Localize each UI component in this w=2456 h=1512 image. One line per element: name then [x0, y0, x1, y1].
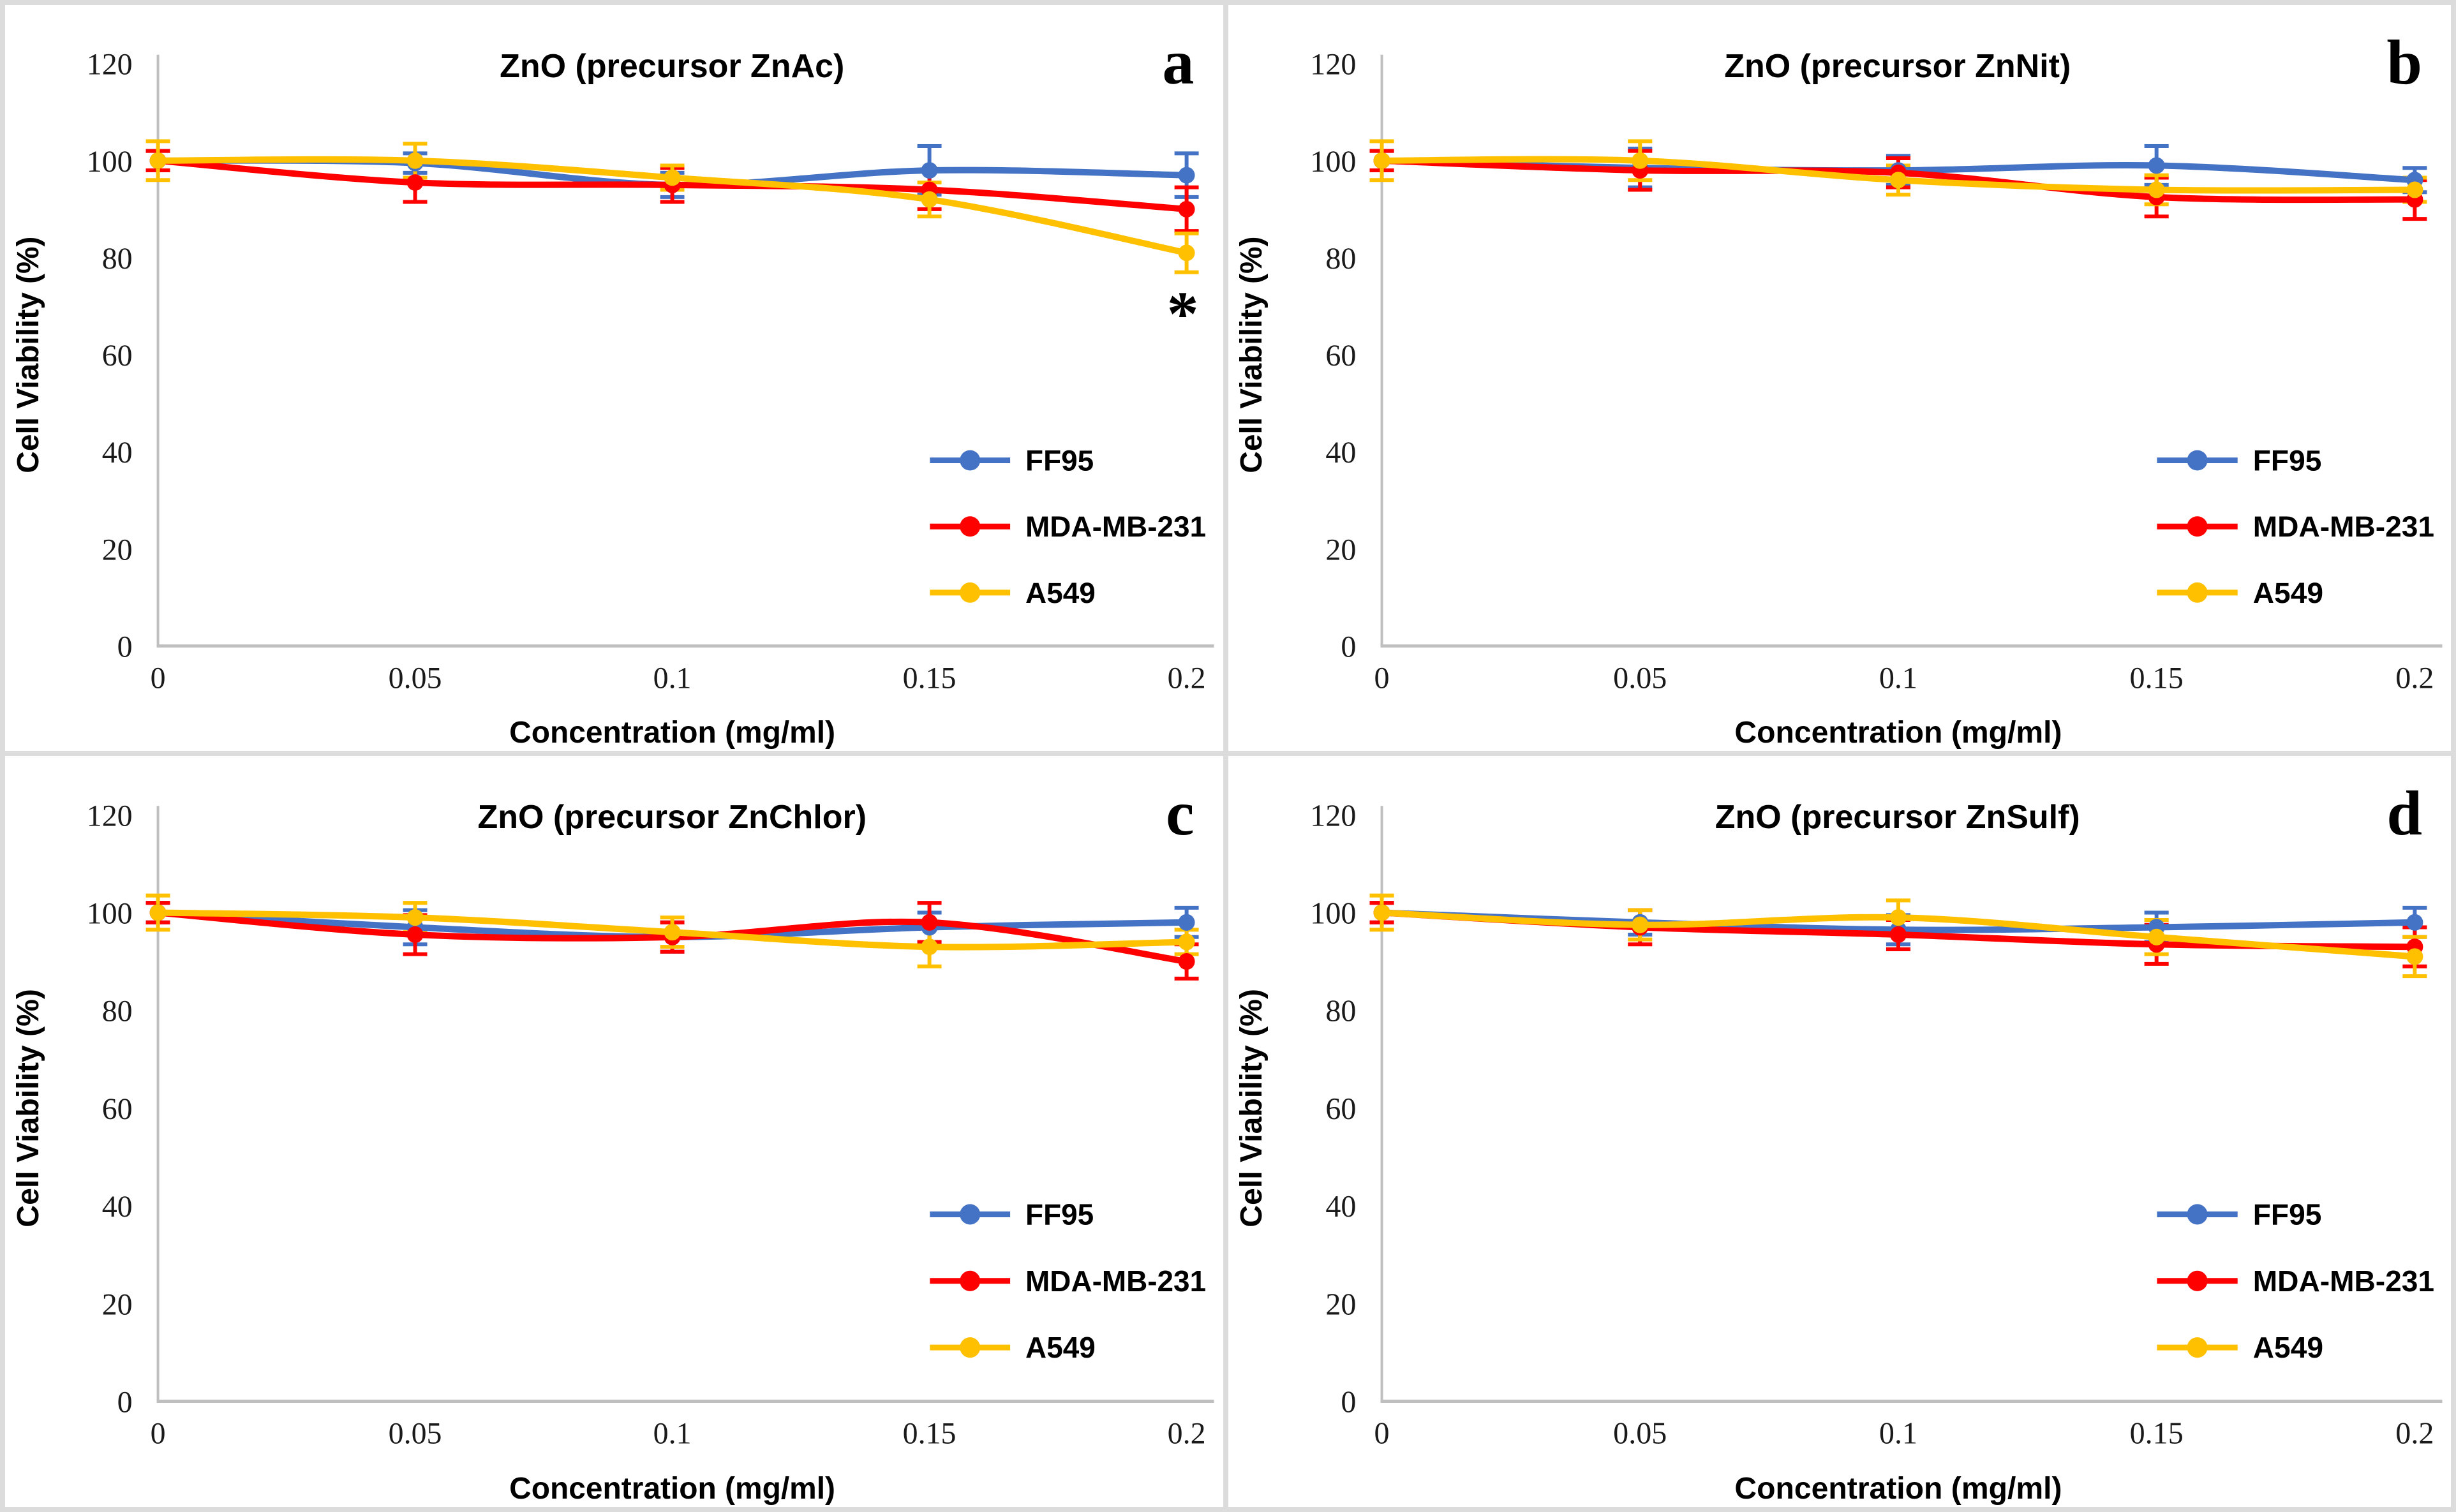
- y-tick-labels: 0 20 40 60 80 100 120: [1310, 799, 1356, 1419]
- svg-text:0: 0: [1374, 661, 1389, 695]
- svg-text:0: 0: [1374, 1417, 1389, 1451]
- svg-text:FF95: FF95: [1025, 1197, 1094, 1231]
- svg-text:0.15: 0.15: [2129, 1417, 2183, 1451]
- axes: [156, 806, 1214, 1403]
- svg-text:100: 100: [1310, 897, 1356, 931]
- legend: FF95 MDA-MB-231 A549: [930, 1197, 1206, 1364]
- svg-text:80: 80: [1325, 995, 1356, 1028]
- plot-area-b: 0 20 40 60 80 100 120 0 0.05 0.1 0.15 0.2 Concentrat…: [1235, 48, 2442, 750]
- y-axis-title: Cell Viability (%): [1235, 237, 1269, 473]
- y-axis-title: Cell Viability (%): [1234, 989, 1269, 1227]
- svg-text:0.2: 0.2: [2395, 661, 2434, 695]
- svg-text:0.15: 0.15: [903, 1417, 956, 1451]
- legend: FF95 MDA-MB-231 A549: [2156, 1197, 2434, 1364]
- svg-text:0.05: 0.05: [389, 1417, 442, 1451]
- svg-text:0: 0: [1341, 630, 1356, 664]
- panel-c: ZnO (precursor ZnChlor) c 0 20 40 60 80 100 12…: [5, 756, 1228, 1507]
- svg-text:0: 0: [151, 1417, 166, 1451]
- axes: [156, 54, 1214, 648]
- svg-text:20: 20: [102, 533, 133, 567]
- svg-text:60: 60: [1325, 339, 1356, 373]
- svg-text:0.05: 0.05: [1613, 661, 1667, 695]
- y-tick-labels: 0 20 40 60 80 100 120: [87, 799, 133, 1419]
- svg-text:A549: A549: [2252, 576, 2323, 609]
- svg-text:0.1: 0.1: [653, 661, 692, 695]
- svg-text:0.1: 0.1: [1879, 1417, 1917, 1451]
- svg-text:0.2: 0.2: [2395, 1417, 2434, 1451]
- svg-text:120: 120: [1310, 799, 1356, 833]
- svg-text:80: 80: [102, 995, 133, 1028]
- x-tick-labels: 0 0.05 0.1 0.15 0.2: [1374, 661, 2434, 695]
- svg-text:60: 60: [102, 339, 133, 373]
- svg-text:0.1: 0.1: [1879, 661, 1917, 695]
- svg-text:40: 40: [1325, 1190, 1356, 1224]
- x-axis-title: Concentration (mg/ml): [1734, 1471, 2062, 1506]
- y-tick-labels: 0 20 40 60 80 100 120: [1310, 48, 1356, 664]
- y-tick-labels: 0 20 40 60 80 100 120: [87, 48, 133, 664]
- series-markers-A549: [1373, 152, 2423, 198]
- svg-text:120: 120: [1310, 48, 1356, 82]
- svg-text:0.15: 0.15: [903, 661, 956, 695]
- x-axis-title: Concentration (mg/ml): [509, 716, 835, 750]
- svg-text:0: 0: [1341, 1385, 1356, 1419]
- svg-text:FF95: FF95: [2252, 444, 2321, 477]
- panel-a: ZnO (precursor ZnAc) a 0 20 40 60 80 100 120 0 0…: [5, 5, 1228, 756]
- svg-text:80: 80: [102, 242, 133, 276]
- x-tick-labels: 0 0.05 0.1 0.15 0.2: [151, 1417, 1206, 1451]
- svg-text:MDA-MB-231: MDA-MB-231: [1025, 510, 1206, 543]
- plot-area-d: 0 20 40 60 80 100 120 0 0.05 0.1 0.15 0.2 Concentrat…: [1234, 799, 2442, 1506]
- svg-text:0: 0: [117, 1385, 133, 1419]
- svg-text:40: 40: [102, 436, 133, 470]
- svg-text:FF95: FF95: [1025, 444, 1094, 477]
- series-markers-A549: [149, 152, 1195, 262]
- legend: FF95 MDA-MB-231 A549: [930, 444, 1206, 609]
- svg-text:0.1: 0.1: [653, 1417, 692, 1451]
- x-tick-labels: 0 0.05 0.1 0.15 0.2: [1374, 1417, 2434, 1451]
- svg-text:100: 100: [87, 896, 133, 930]
- x-axis-title: Concentration (mg/ml): [509, 1472, 835, 1506]
- svg-text:0.05: 0.05: [1613, 1417, 1667, 1451]
- svg-text:120: 120: [87, 799, 133, 833]
- panel-d: ZnO (precursor ZnSulf) d 0 20 40 60 80 100 120…: [1228, 756, 2451, 1507]
- svg-text:A549: A549: [1025, 576, 1096, 609]
- axes: [1380, 806, 2442, 1403]
- significance-asterisk: *: [1167, 278, 1199, 349]
- svg-text:MDA-MB-231: MDA-MB-231: [2252, 1264, 2434, 1298]
- svg-text:0.05: 0.05: [389, 661, 442, 695]
- axes: [1380, 54, 2442, 648]
- svg-text:20: 20: [102, 1287, 133, 1321]
- svg-text:A549: A549: [2252, 1331, 2323, 1364]
- y-axis-title: Cell Viability (%): [11, 989, 45, 1227]
- svg-text:20: 20: [1325, 533, 1356, 567]
- svg-text:0.15: 0.15: [2129, 661, 2183, 695]
- svg-text:0.2: 0.2: [1168, 661, 1206, 695]
- y-axis-title: Cell Viability (%): [11, 237, 45, 473]
- svg-text:80: 80: [1325, 242, 1356, 276]
- svg-text:60: 60: [1325, 1092, 1356, 1126]
- svg-text:40: 40: [102, 1190, 133, 1224]
- svg-text:0.2: 0.2: [1168, 1417, 1206, 1451]
- svg-text:60: 60: [102, 1092, 133, 1126]
- svg-text:A549: A549: [1025, 1331, 1096, 1364]
- svg-text:MDA-MB-231: MDA-MB-231: [2252, 510, 2434, 543]
- plot-area-c: 0 20 40 60 80 100 120 0 0.05 0.1 0.15 0.2 Concentrat…: [11, 799, 1214, 1506]
- svg-text:MDA-MB-231: MDA-MB-231: [1025, 1264, 1206, 1298]
- panel-b: ZnO (precursor ZnNit) b 0 20 40 60 80 100 120 0…: [1228, 5, 2451, 756]
- svg-text:0: 0: [151, 661, 166, 695]
- plot-area-a: 0 20 40 60 80 100 120 0 0.05 0.1 0.15 0.2 Concentrat…: [11, 48, 1214, 750]
- svg-text:FF95: FF95: [2252, 1197, 2321, 1231]
- x-axis-title: Concentration (mg/ml): [1734, 716, 2062, 750]
- svg-text:100: 100: [87, 145, 133, 179]
- svg-text:120: 120: [87, 48, 133, 82]
- svg-text:100: 100: [1310, 145, 1356, 179]
- series-markers-A549: [149, 904, 1195, 956]
- series-markers-A549: [1373, 904, 2423, 965]
- svg-text:0: 0: [117, 630, 133, 664]
- legend: FF95 MDA-MB-231 A549: [2156, 444, 2434, 609]
- x-tick-labels: 0 0.05 0.1 0.15 0.2: [151, 661, 1206, 695]
- svg-text:20: 20: [1325, 1287, 1356, 1321]
- svg-text:40: 40: [1325, 436, 1356, 470]
